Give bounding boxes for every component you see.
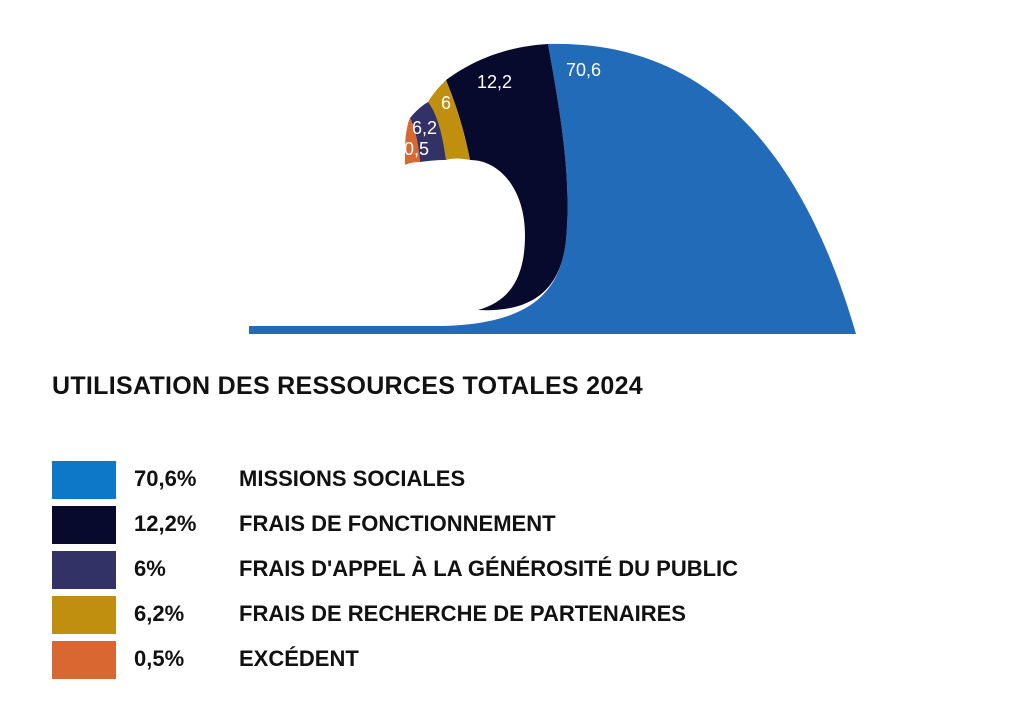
legend-label: FRAIS DE RECHERCHE DE PARTENAIRES [239,601,686,626]
legend-value: 12,2% [134,511,197,536]
segment-frais-recherche-partenaires [428,80,470,160]
segment-frais-appel-generosite [410,102,446,162]
label-frais-appel-generosite: 6,2 [412,118,437,138]
segment-missions-sociales [249,43,856,334]
legend-value: 6% [134,556,166,581]
legend-value: 70,6% [134,466,197,491]
legend-label: EXCÉDENT [239,646,359,671]
label-frais-recherche-partenaires: 6 [441,93,451,113]
legend-label: FRAIS DE FONCTIONNEMENT [239,511,556,536]
wave-chart: 70,6 12,2 6 6,2 0,5 [249,43,856,334]
legend-swatch-frais-appel-generosite [52,551,116,589]
legend-swatch-frais-recherche-partenaires [52,596,116,634]
label-frais-fonctionnement: 12,2 [477,72,512,92]
legend-swatch-missions-sociales [52,461,116,499]
legend-label: FRAIS D'APPEL À LA GÉNÉROSITÉ DU PUBLIC [239,556,739,581]
legend-value: 6,2% [134,601,185,626]
legend-swatch-excedent [52,641,116,679]
legend-label: MISSIONS SOCIALES [239,466,466,491]
legend-swatch-frais-fonctionnement [52,506,116,544]
label-excedent: 0,5 [404,139,429,159]
chart-title: UTILISATION DES RESSOURCES TOTALES 2024 [52,372,643,400]
segment-excedent [405,118,420,165]
legend-value: 0,5% [134,646,185,671]
label-missions-sociales: 70,6 [566,60,601,80]
segment-frais-fonctionnement [446,44,568,311]
